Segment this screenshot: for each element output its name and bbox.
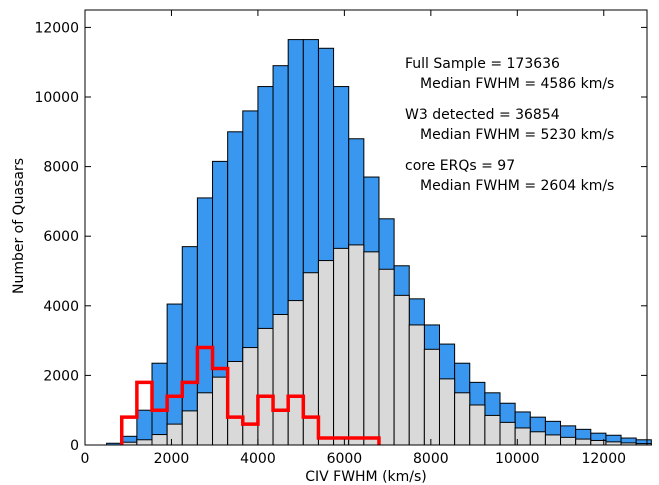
plot-frame [84,9,648,446]
x-tick-label: 12000 [581,451,626,467]
x-tick-label: 6000 [327,451,363,467]
x-tick-label: 10000 [495,451,540,467]
annotation-core-erqs: core ERQs = 97 Median FWHM = 2604 km/s [405,158,614,194]
w3-detected-bar [454,392,471,446]
w3-detected-bar [272,314,289,446]
y-tick-label: 0 [70,438,79,454]
w3-detected-bar [151,434,168,446]
y-tick-label: 2000 [43,368,79,384]
w3-detected-bar [302,272,319,446]
core-erq-step-line [119,345,381,445]
w3-detected-bar [438,378,456,446]
w3-detected-bar [575,438,592,446]
y-tick-label: 12000 [34,20,79,36]
w3-detected-bar [257,327,274,446]
annotation-full-sample-median: Median FWHM = 4586 km/s [420,76,614,92]
y-tick-label: 8000 [43,160,79,176]
w3-detected-bar [136,439,153,446]
y-axis-label: Number of Quasars [11,158,27,294]
w3-detected-bar [212,376,229,446]
w3-detected-bar [348,244,365,446]
x-axis-ticks: 0 2000 4000 6000 8000 10000 12000 [81,10,626,467]
annotation-erq-count: core ERQs = 97 [405,158,515,174]
w3-detected-bar [287,300,304,446]
annotation-w3-median: Median FWHM = 5230 km/s [420,127,614,143]
w3-detected-bar [227,360,244,446]
w3-detected-bar [469,404,486,446]
annotation-w3-count: W3 detected = 36854 [405,107,560,123]
w3-detected-bar [560,436,577,446]
w3-detected-bar [378,268,395,446]
annotation-w3-detected: W3 detected = 36854 Median FWHM = 5230 k… [405,107,614,143]
annotation-full-sample-count: Full Sample = 173636 [405,56,560,72]
w3-detected-bar [242,347,259,446]
w3-detected-bar [363,251,380,446]
w3-detected-bar [423,348,440,446]
y-tick-label: 6000 [43,229,79,245]
w3-detected-bar [484,414,501,446]
w3-detected-bar [544,434,562,446]
w3-detected-bar [333,247,350,446]
w3-detected-bar [529,431,546,446]
x-tick-label: 2000 [154,451,190,467]
full-sample-bar [151,362,168,446]
y-tick-label: 10000 [34,90,79,106]
w3-detected-bar [408,324,425,446]
x-tick-label: 4000 [240,451,276,467]
w3-detected-bar [317,260,335,446]
w3-detected-bar [393,294,410,446]
w3-detected-bar [196,392,214,446]
core-erq-step [119,345,381,445]
x-tick-label: 0 [81,451,90,467]
annotation-erq-median: Median FWHM = 2604 km/s [420,178,614,194]
w3-detected-bar [499,421,516,446]
x-axis-label: CIV FWHM (km/s) [305,469,427,485]
y-axis-ticks: 0 2000 4000 6000 8000 10000 12000 [34,20,647,454]
w3-detected-bar [181,410,198,446]
x-tick-label: 8000 [413,451,449,467]
w3-detected-bar [166,423,183,446]
annotation-full-sample: Full Sample = 173636 Median FWHM = 4586 … [405,56,614,92]
y-tick-label: 4000 [43,299,79,315]
